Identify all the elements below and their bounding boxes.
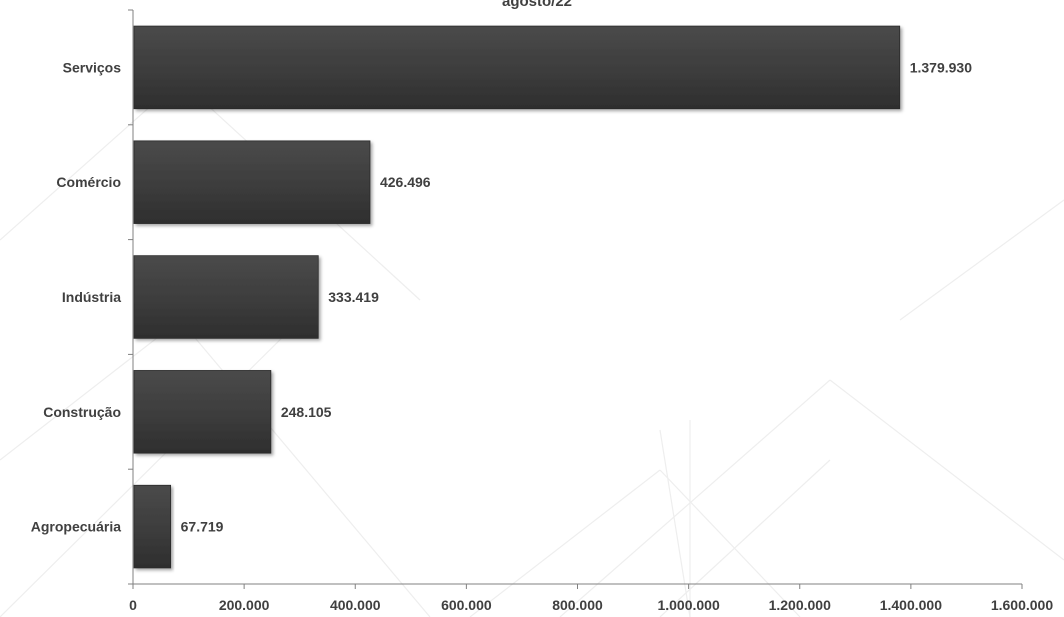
background-line: [829, 379, 1064, 561]
data-label: 426.496: [380, 174, 431, 190]
chart-title: agosto/22: [502, 0, 572, 10]
bar: [133, 484, 172, 569]
x-tick-label: 1.600.000: [991, 597, 1053, 613]
data-label: 248.105: [281, 404, 332, 420]
bar: [133, 255, 319, 339]
category-label: Indústria: [62, 289, 121, 305]
bar: [133, 370, 272, 454]
data-label: 67.719: [181, 519, 224, 535]
x-tick-label: 800.000: [552, 597, 603, 613]
axes-group: Serviços Comércio Indústria Construção Agrop…: [31, 9, 1053, 613]
background-line: [0, 319, 181, 461]
data-label: 333.419: [328, 289, 379, 305]
category-label: Construção: [43, 404, 121, 420]
background-line: [179, 319, 431, 617]
background-line: [899, 199, 1064, 321]
category-label: Agropecuária: [31, 519, 121, 535]
background-line: [469, 469, 661, 617]
x-tick-label: 200.000: [219, 597, 270, 613]
data-label: 1.379.930: [910, 59, 972, 75]
background-line: [0, 319, 301, 617]
background-line: [659, 469, 801, 617]
background-line: [659, 459, 831, 617]
bars-group: 1.379.930 426.496 333.419 248.105 67.719: [133, 25, 972, 569]
category-label: Comércio: [56, 174, 121, 190]
x-tick-label: 1.000.000: [657, 597, 719, 613]
background-line: [659, 429, 691, 617]
x-tick-label: 0: [129, 597, 137, 613]
x-tick-label: 400.000: [330, 597, 381, 613]
x-tick-label: 1.200.000: [769, 597, 831, 613]
x-tick-label: 1.400.000: [880, 597, 942, 613]
bar: [133, 25, 901, 110]
x-tick-label: 600.000: [441, 597, 492, 613]
category-label: Serviços: [63, 59, 122, 75]
bar: [133, 140, 371, 224]
background-line: [559, 379, 831, 617]
